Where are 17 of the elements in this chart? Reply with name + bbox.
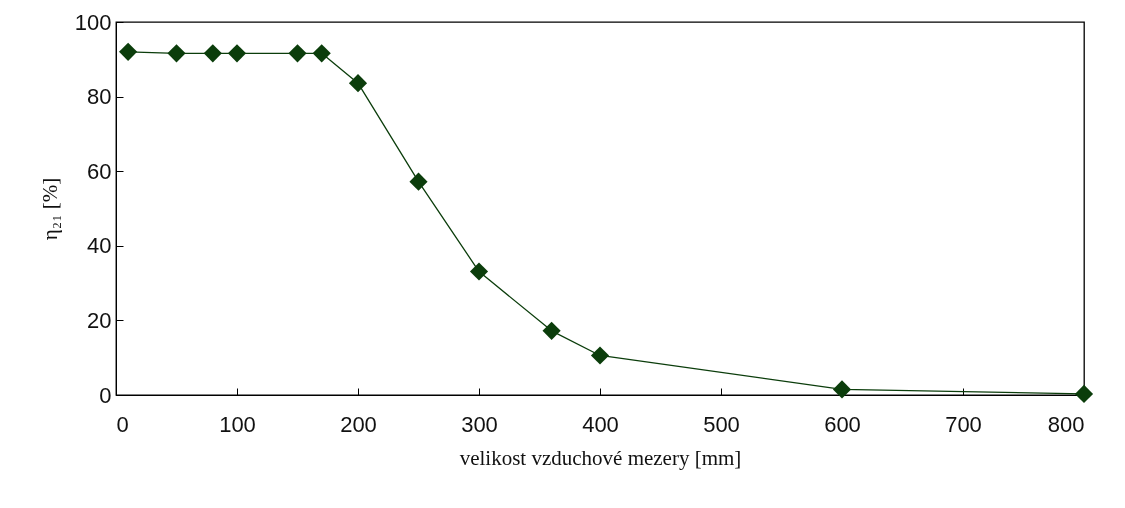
y-tick-label: 20 xyxy=(87,307,112,333)
x-tick-label: 300 xyxy=(461,411,498,437)
x-tick-label: 400 xyxy=(582,411,619,437)
x-tick-label: 600 xyxy=(824,411,861,437)
x-tick-label: 200 xyxy=(340,411,377,437)
y-tick-label: 80 xyxy=(87,84,112,110)
x-tick-label: 500 xyxy=(703,411,740,437)
y-tick-label: 0 xyxy=(99,382,112,408)
y-tick-label: 60 xyxy=(87,158,112,184)
x-tick-label: 0 xyxy=(116,411,129,437)
y-axis-title: η₂₁ [%] xyxy=(37,177,62,241)
x-tick-label: 100 xyxy=(219,411,256,437)
x-tick-label: 700 xyxy=(945,411,982,437)
x-axis-title: velikost vzduchové mezery [mm] xyxy=(459,445,742,470)
y-tick-label: 40 xyxy=(87,233,112,259)
x-tick-label: 800 xyxy=(1047,411,1085,437)
y-tick-label: 100 xyxy=(74,9,112,35)
